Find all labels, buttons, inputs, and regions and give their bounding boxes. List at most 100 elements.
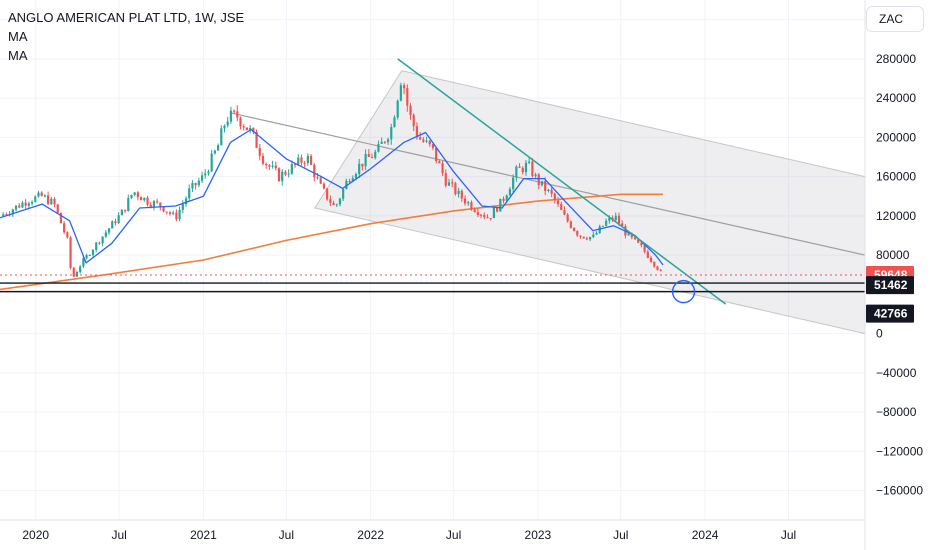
candle-body — [50, 198, 53, 205]
candle-body — [605, 220, 608, 226]
candle-body — [271, 165, 274, 167]
currency-button[interactable]: ZAC — [866, 6, 924, 32]
candle-body — [101, 236, 104, 244]
candle-body — [168, 212, 172, 214]
candle-body — [127, 198, 130, 212]
candle-body — [140, 197, 143, 201]
candle-body — [505, 195, 508, 201]
candle-body — [268, 165, 271, 167]
candle-body — [502, 198, 505, 201]
candle-body — [451, 182, 454, 184]
candle-body — [316, 177, 319, 179]
candle-body — [5, 214, 8, 216]
candle-body — [550, 189, 553, 194]
candle-body — [159, 202, 162, 207]
candle-body — [69, 237, 72, 268]
candle-body — [653, 261, 656, 267]
candle-body — [438, 161, 441, 164]
candle-body — [460, 190, 463, 199]
y-tick-label: 200000 — [876, 130, 916, 144]
candle-body — [226, 121, 229, 126]
candle-body — [152, 201, 156, 207]
candle-body — [614, 215, 617, 221]
candle-body — [656, 266, 659, 270]
candle-body — [123, 209, 127, 212]
candle-body — [133, 192, 136, 195]
candle-body — [380, 141, 383, 144]
candle-body — [326, 188, 329, 200]
candle-body — [207, 171, 210, 174]
y-tick-label: 280000 — [876, 52, 916, 66]
candle-body — [364, 153, 367, 167]
candle-body — [18, 205, 21, 208]
candle-body — [515, 166, 518, 178]
candle-body — [531, 161, 534, 177]
y-tick-label: 160000 — [876, 170, 916, 184]
candle-body — [422, 139, 425, 142]
candle-body — [412, 114, 415, 127]
candle-body — [156, 201, 159, 203]
candle-body — [88, 255, 91, 257]
x-tick-label: 2021 — [190, 528, 217, 542]
candle-body — [444, 173, 447, 186]
candle-body — [598, 226, 601, 234]
candle-body — [188, 188, 191, 199]
price-tag-label: 42766 — [874, 307, 908, 321]
candle-body — [2, 214, 5, 216]
candle-body — [659, 269, 662, 271]
candle-body — [370, 156, 374, 158]
candle-body — [489, 218, 492, 220]
candle-body — [592, 234, 595, 237]
ma-short-line — [0, 128, 664, 266]
candle-body — [98, 242, 101, 244]
candle-body — [210, 153, 213, 172]
candle-body — [40, 192, 43, 196]
candle-body — [175, 212, 178, 220]
candle-body — [181, 204, 184, 210]
candle-body — [319, 177, 322, 184]
candle-body — [306, 156, 309, 164]
candle-body — [236, 111, 239, 118]
candle-body — [608, 217, 611, 221]
ma-long-line — [0, 193, 663, 291]
x-tick-label: 2024 — [692, 528, 719, 542]
candle-body — [540, 181, 544, 186]
candle-body — [447, 182, 451, 186]
candle-body — [290, 164, 293, 174]
candle-body — [11, 209, 14, 215]
candle-body — [528, 161, 531, 163]
candle-body — [361, 163, 364, 167]
candle-body — [595, 233, 598, 235]
candle-body — [255, 131, 258, 148]
y-tick-label: 120000 — [876, 209, 916, 223]
candle-body — [569, 221, 572, 228]
candle-body — [470, 202, 473, 210]
candle-body — [24, 202, 27, 206]
candle-body — [441, 163, 444, 174]
candle-body — [396, 100, 399, 118]
candle-body — [197, 180, 200, 186]
candle-body — [374, 151, 377, 158]
candle-body — [579, 235, 582, 237]
candle-body — [496, 207, 499, 212]
candle-body — [643, 245, 646, 252]
candle-body — [633, 237, 637, 240]
candle-body — [21, 202, 24, 208]
candle-body — [293, 164, 297, 166]
candle-body — [627, 233, 630, 236]
candle-body — [409, 105, 412, 115]
candle-body — [252, 127, 255, 132]
candle-body — [544, 181, 547, 191]
regression-channel — [230, 70, 866, 335]
candle-body — [191, 183, 194, 189]
candle-body — [431, 144, 435, 148]
price-axis: 3200002800002400002000001600001200008000… — [864, 0, 923, 550]
candle-body — [47, 195, 50, 205]
candle-body — [194, 183, 197, 186]
candle-body — [566, 214, 569, 222]
candle-body — [582, 236, 585, 239]
candle-body — [274, 165, 277, 169]
y-tick-label: −120000 — [876, 444, 923, 458]
candle-body — [467, 202, 470, 204]
